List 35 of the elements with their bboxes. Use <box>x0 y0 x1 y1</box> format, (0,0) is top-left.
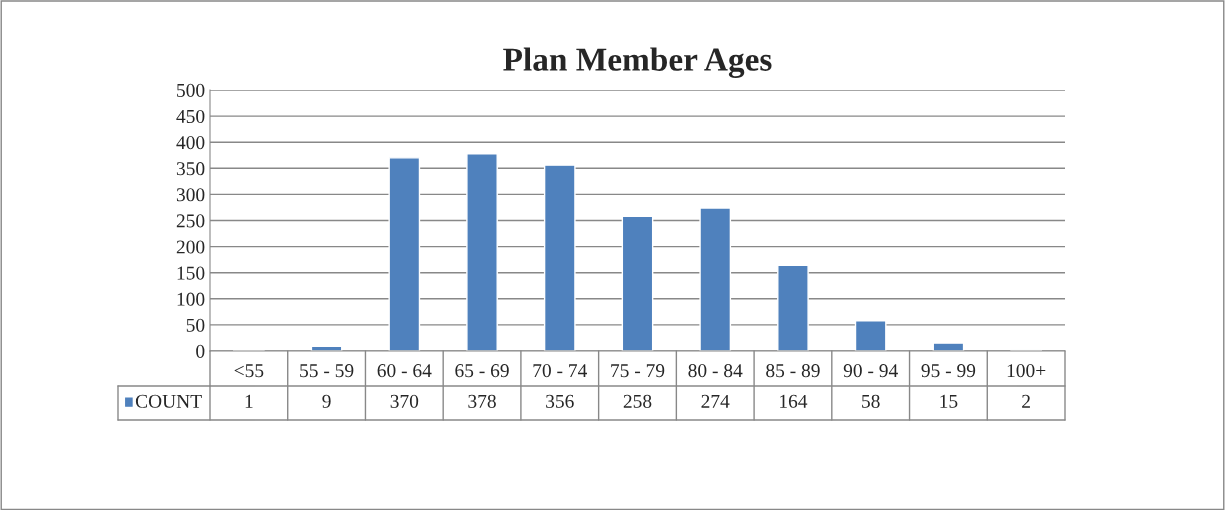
x-tick-label: 90 - 94 <box>843 364 898 378</box>
data-label: 58 <box>862 394 880 408</box>
data-label: 258 <box>623 394 652 408</box>
y-tick-label: 50 <box>186 318 205 332</box>
data-label: 356 <box>546 394 574 408</box>
data-label: 370 <box>390 394 419 408</box>
x-tick-label: 100+ <box>1007 364 1046 378</box>
y-tick-label: 100 <box>177 292 205 306</box>
x-tick-label: 80 - 84 <box>688 364 743 378</box>
y-tick-label: 400 <box>176 136 205 150</box>
y-tick-label: 350 <box>176 162 205 176</box>
x-tick-label: 65 - 69 <box>455 364 509 378</box>
x-tick-label: 55 - 59 <box>300 364 354 378</box>
x-tick-label: 85 - 89 <box>766 364 820 378</box>
y-tick-label: 450 <box>176 109 205 124</box>
x-tick-label: <55 <box>234 364 264 378</box>
data-label: 378 <box>468 394 496 408</box>
y-tick-label: 500 <box>177 83 205 97</box>
y-tick-label: 0 <box>196 344 205 358</box>
y-tick-label: 150 <box>177 266 205 280</box>
y-tick-label: 250 <box>176 214 205 228</box>
x-tick-label: 70 - 74 <box>533 364 588 378</box>
data-label: 9 <box>322 394 331 408</box>
data-label: 15 <box>940 394 958 408</box>
x-tick-label: 60 - 64 <box>377 364 432 378</box>
y-tick-label: 200 <box>176 240 205 254</box>
chart-title: Plan Member Ages <box>503 47 772 78</box>
data-label: 164 <box>780 394 808 408</box>
data-label: 1 <box>245 394 253 408</box>
x-tick-label: 95 - 99 <box>921 364 976 378</box>
data-label: 2 <box>1022 394 1030 408</box>
x-tick-label: 75 - 79 <box>611 364 665 378</box>
y-tick-label: 300 <box>176 188 205 202</box>
data-label: 274 <box>701 394 730 408</box>
legend-label: COUNT <box>135 394 202 408</box>
